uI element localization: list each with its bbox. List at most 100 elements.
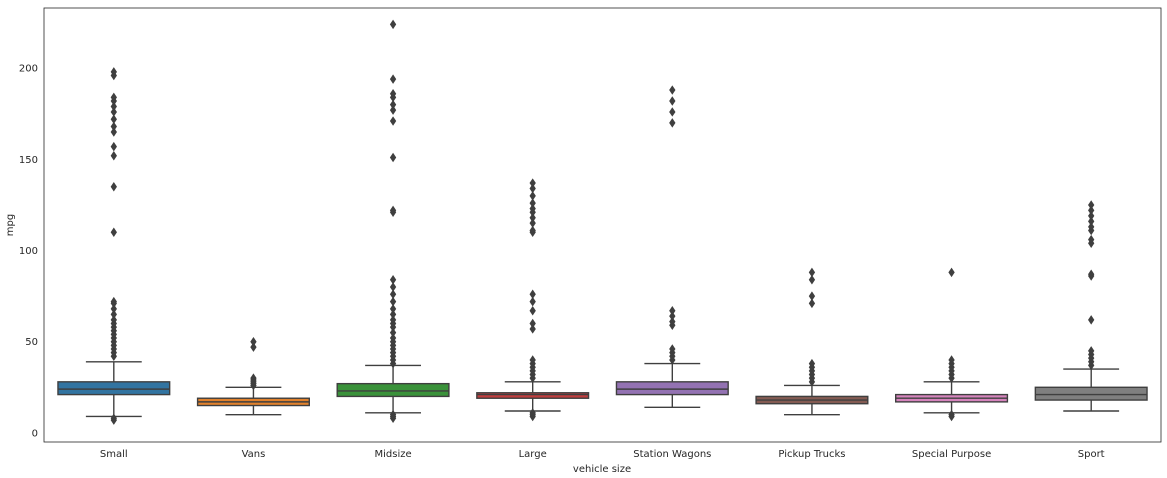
- outlier-point: [110, 114, 117, 124]
- outlier-point: [808, 298, 816, 309]
- box-group: [57, 19, 1148, 425]
- outlier-point: [669, 311, 676, 321]
- outlier-point: [110, 127, 117, 137]
- outlier-point: [110, 309, 117, 320]
- x-tick-label: Vans: [242, 449, 266, 460]
- outlier-point: [389, 282, 397, 292]
- outlier-point: [529, 218, 536, 228]
- outlier-point: [529, 324, 536, 334]
- outlier-point: [389, 105, 397, 115]
- box-iqr: [336, 382, 450, 398]
- x-tick-label: Midsize: [374, 449, 411, 460]
- outlier-point: [110, 304, 117, 314]
- outlier-point: [529, 212, 536, 223]
- outlier-point: [110, 92, 117, 103]
- outlier-point: [110, 227, 117, 238]
- outlier-point: [529, 355, 536, 365]
- outlier-point: [389, 88, 397, 99]
- outlier-point: [1088, 211, 1095, 221]
- outlier-point: [529, 296, 536, 307]
- y-axis-title: mpg: [5, 214, 16, 236]
- outlier-point: [669, 305, 676, 316]
- outlier-point: [389, 333, 397, 343]
- outlier-point: [669, 85, 676, 95]
- y-tick-label: 100: [19, 246, 38, 257]
- outlier-point: [669, 118, 676, 128]
- box-pickup-trucks: [755, 267, 869, 416]
- outlier-point: [389, 296, 397, 307]
- outlier-point: [110, 101, 117, 112]
- y-tick-label: 50: [25, 337, 38, 348]
- outlier-point: [529, 178, 536, 188]
- outlier-point: [110, 181, 117, 192]
- outlier-point: [948, 409, 955, 420]
- outlier-point: [1088, 315, 1095, 325]
- outlier-point: [529, 305, 536, 316]
- outlier-point: [669, 316, 676, 327]
- outlier-point: [110, 107, 117, 117]
- x-tick-label: Station Wagons: [633, 449, 711, 460]
- outlier-point: [250, 336, 257, 347]
- y-tick-label: 200: [19, 64, 38, 75]
- outlier-point: [948, 355, 955, 365]
- x-tick-label: Special Purpose: [912, 449, 991, 460]
- outlier-point: [110, 67, 117, 77]
- x-tick-label: Large: [519, 449, 547, 460]
- box-large: [476, 178, 590, 422]
- outlier-point: [250, 342, 257, 352]
- x-tick-label: Pickup Trucks: [778, 449, 845, 460]
- outlier-point: [529, 203, 536, 214]
- x-axis-title: vehicle size: [573, 464, 631, 475]
- outlier-point: [529, 198, 536, 208]
- outlier-point: [669, 96, 676, 106]
- x-tick-label: Small: [100, 449, 128, 460]
- outlier-point: [389, 309, 397, 320]
- outlier-point: [110, 141, 117, 152]
- outlier-point: [389, 274, 397, 285]
- outlier-point: [529, 318, 536, 329]
- outlier-point: [389, 409, 397, 420]
- outlier-point: [1088, 200, 1095, 210]
- outlier-point: [529, 408, 536, 418]
- outlier-point: [1088, 222, 1095, 232]
- outlier-point: [389, 327, 397, 338]
- outlier-point: [529, 289, 536, 300]
- box-iqr: [1034, 386, 1148, 401]
- outlier-point: [110, 315, 117, 325]
- box-vans: [196, 336, 310, 416]
- outlier-point: [110, 150, 117, 161]
- outlier-point: [529, 225, 536, 236]
- outlier-point: [389, 19, 397, 30]
- outlier-point: [669, 344, 676, 354]
- outlier-point: [948, 267, 955, 278]
- outlier-point: [110, 413, 117, 424]
- y-tick-labels: 0 50 100 150 200: [19, 64, 38, 440]
- x-tick-labels: Small Vans Midsize Large Station Wagons Picku…: [100, 449, 1105, 460]
- outlier-point: [1088, 216, 1095, 227]
- outlier-point: [389, 74, 397, 84]
- outlier-point: [808, 358, 816, 369]
- box-iqr: [57, 381, 171, 396]
- box-small: [57, 67, 171, 425]
- outlier-point: [1088, 346, 1095, 356]
- outlier-point: [250, 373, 257, 383]
- plot-frame: [43, 7, 1162, 443]
- box-midsize: [336, 19, 450, 424]
- outlier-point: [1088, 205, 1095, 216]
- x-tick-label: Sport: [1078, 449, 1105, 460]
- outlier-point: [110, 296, 117, 307]
- outlier-point: [110, 121, 117, 132]
- outlier-point: [808, 274, 816, 285]
- outlier-point: [1088, 234, 1095, 245]
- outlier-point: [389, 116, 397, 126]
- outlier-point: [1088, 269, 1095, 279]
- y-tick-label: 150: [19, 155, 38, 166]
- box-sport: [1034, 200, 1148, 412]
- box-iqr: [476, 392, 590, 399]
- outlier-point: [389, 304, 397, 314]
- outlier-point: [529, 191, 536, 201]
- y-tick-label: 0: [32, 428, 38, 439]
- box-iqr: [615, 381, 729, 396]
- box-station-wagons: [615, 85, 729, 409]
